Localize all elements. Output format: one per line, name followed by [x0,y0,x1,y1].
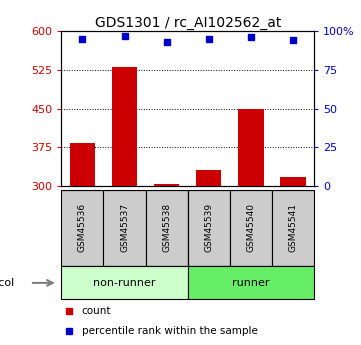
Bar [230,190,272,266]
Text: GSM45536: GSM45536 [78,203,87,252]
Text: non-runner: non-runner [93,278,156,288]
Bar [145,190,188,266]
Bar [61,266,188,299]
Text: GSM45541: GSM45541 [288,203,297,252]
Bar [154,184,179,186]
Bar [280,177,306,186]
Bar [61,190,104,266]
Point [79,36,85,42]
Bar [70,143,95,186]
Bar [272,190,314,266]
Text: percentile rank within the sample: percentile rank within the sample [82,326,257,336]
Text: runner: runner [232,278,270,288]
Text: GSM45539: GSM45539 [204,203,213,252]
Bar [188,190,230,266]
Text: GSM45538: GSM45538 [162,203,171,252]
Point [122,33,127,38]
Point [164,39,170,45]
Bar [238,109,264,186]
Point [290,38,296,43]
Text: GSM45537: GSM45537 [120,203,129,252]
Bar [188,266,314,299]
Text: protocol: protocol [0,278,14,288]
Point [206,36,212,42]
Bar [104,190,145,266]
Text: GSM45540: GSM45540 [247,203,255,252]
Bar [112,67,137,186]
Point [248,34,254,40]
Title: GDS1301 / rc_AI102562_at: GDS1301 / rc_AI102562_at [95,16,281,30]
Text: count: count [82,306,111,315]
Bar [196,170,221,186]
